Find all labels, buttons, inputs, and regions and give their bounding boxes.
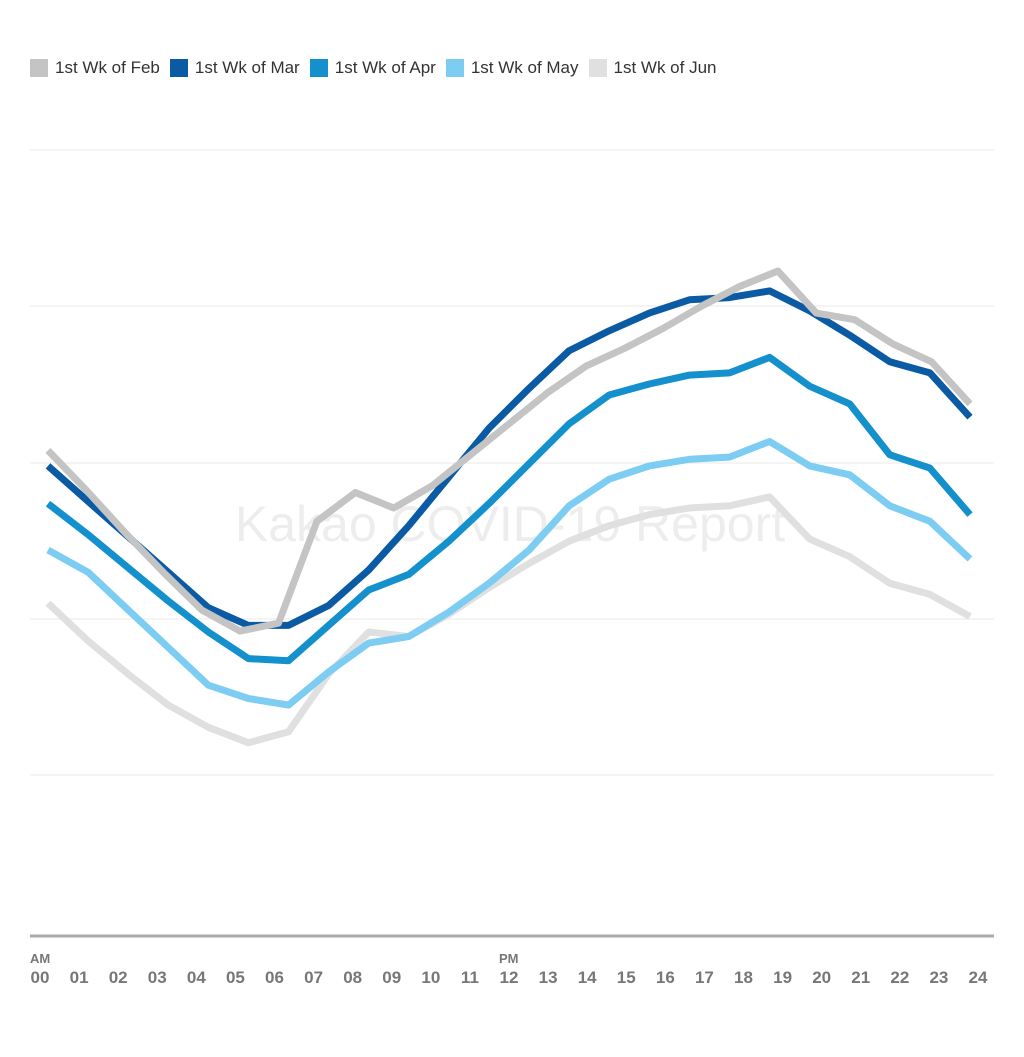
x-tick-label: 24 <box>969 968 988 987</box>
x-axis-ticks: 00 01 02 03 04 05 06 07 08 09 10 11 12 13 14 15 16 17 18 19… <box>30 951 988 987</box>
x-tick-label: 05 <box>226 968 245 987</box>
x-tick-label: 14 <box>578 968 597 987</box>
legend-swatch <box>309 59 328 77</box>
series-line-1st-wk-of-jun <box>45 493 972 747</box>
x-tick-label: 12 <box>500 968 519 987</box>
legend-item: 1st Wk of May <box>445 58 579 78</box>
x-tick-period-label: PM <box>499 951 519 966</box>
x-tick-label: 15 <box>617 968 636 987</box>
legend-swatch <box>169 59 188 77</box>
x-tick-label: 21 <box>851 968 870 987</box>
x-tick-label: 13 <box>539 968 558 987</box>
legend-label: 1st Wk of Mar <box>194 58 300 77</box>
x-tick-label: 10 <box>421 968 440 987</box>
legend-item: 1st Wk of Mar <box>169 58 300 78</box>
x-tick-label: 02 <box>109 968 128 987</box>
x-tick-label: 20 <box>812 968 831 987</box>
x-tick-label: 09 <box>382 968 401 987</box>
x-tick-label: 06 <box>265 968 284 987</box>
x-tick-label: 04 <box>187 968 206 987</box>
legend-swatch <box>30 59 48 77</box>
legend-label: 1st Wk of Apr <box>334 58 436 77</box>
series-line-1st-wk-of-feb <box>45 267 973 635</box>
x-tick-label: 22 <box>890 968 909 987</box>
legend-swatch <box>445 59 464 77</box>
x-tick-period-label: AM <box>30 951 50 966</box>
series-line-1st-wk-of-apr <box>45 353 973 665</box>
legend-swatch <box>588 59 607 77</box>
series-line-1st-wk-of-may <box>46 438 973 709</box>
x-tick-label: 08 <box>343 968 362 987</box>
x-tick-label: 07 <box>304 968 323 987</box>
legend-item: 1st Wk of Feb <box>30 58 160 78</box>
x-tick-label: 17 <box>695 968 714 987</box>
legend-label: 1st Wk of May <box>470 58 579 77</box>
x-tick-label: 18 <box>734 968 753 987</box>
chart-legend: 1st Wk of Feb 1st Wk of Mar 1st Wk of Apr 1… <box>30 58 727 78</box>
grid-lines <box>30 149 994 776</box>
x-tick-label: 23 <box>929 968 948 987</box>
legend-label: 1st Wk of Feb <box>55 58 160 77</box>
x-tick-label: 19 <box>773 968 792 987</box>
legend-item: 1st Wk of Apr <box>309 58 436 78</box>
x-tick-label: 01 <box>70 968 89 987</box>
x-tick-label: 11 <box>461 968 479 987</box>
x-tick-label: 03 <box>148 968 167 987</box>
legend-label: 1st Wk of Jun <box>613 58 717 77</box>
series-lines <box>45 267 973 747</box>
x-tick-label: 16 <box>656 968 675 987</box>
legend-item: 1st Wk of Jun <box>588 58 717 78</box>
x-tick-label: 00 <box>31 968 50 987</box>
